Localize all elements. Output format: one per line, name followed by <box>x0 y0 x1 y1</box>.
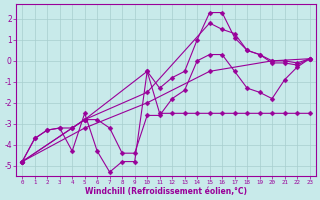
X-axis label: Windchill (Refroidissement éolien,°C): Windchill (Refroidissement éolien,°C) <box>85 187 247 196</box>
